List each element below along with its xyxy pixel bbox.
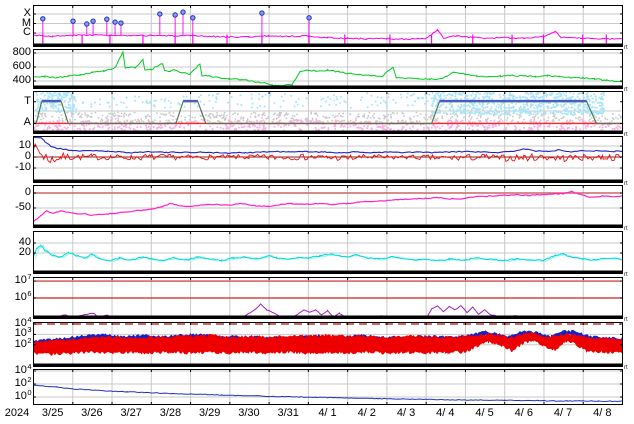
y-tick-label: A (23, 116, 31, 129)
panel-dst (33, 185, 623, 228)
realtime-label: rt (624, 132, 628, 138)
y-tick-label: M (21, 16, 31, 29)
y-tick-label: 0 (24, 186, 31, 198)
x-date-label: 4/ 7 (553, 407, 573, 419)
y-tick-label: 100 (14, 388, 32, 402)
y-tick-label: C (23, 26, 31, 39)
chart-proton-flux (33, 277, 623, 319)
x-date-label: 3/31 (277, 407, 299, 419)
realtime-label: rt (624, 272, 628, 278)
panel-xray-flux (33, 5, 623, 47)
x-date-label: 4/ 4 (436, 407, 455, 419)
y-tick-label: 102 (14, 335, 32, 350)
x-date-label: 4/ 3 (396, 407, 416, 419)
y-tick-label: 20 (18, 246, 31, 258)
realtime-label: rt (624, 317, 628, 323)
x-date-label: 4/ 1 (318, 407, 337, 419)
x-date-label: 3/27 (120, 407, 142, 419)
realtime-label: rt (624, 226, 628, 232)
panel-electron-flux (33, 322, 623, 367)
x-date-label: 3/25 (41, 407, 64, 419)
year-label: 2024 (4, 407, 30, 419)
chart-solar-wind-speed (33, 49, 623, 89)
x-date-label: 4/ 8 (593, 407, 612, 419)
y-tick-label: 107 (14, 272, 32, 287)
chart-activity (33, 91, 623, 134)
y-tick-label: -50 (15, 200, 31, 213)
realtime-label: rt (624, 45, 628, 51)
x-date-label: 3/29 (198, 407, 221, 419)
panel-solar-wind-density (33, 231, 623, 274)
panel-imf (33, 136, 623, 183)
panel-solar-wind-speed (33, 49, 623, 89)
chart-xray-flux (33, 5, 623, 47)
y-tick-label: -10 (15, 161, 31, 174)
y-tick-label: 400 (12, 74, 31, 86)
realtime-label: rt (624, 87, 628, 93)
y-tick-label: 600 (12, 60, 31, 72)
panel-proton-flux (33, 277, 623, 319)
panel-decay (33, 369, 623, 405)
y-tick-label: 104 (14, 314, 32, 329)
y-tick-label: 104 (14, 362, 32, 376)
chart-imf (33, 136, 623, 183)
chart-decay (33, 369, 623, 405)
x-date-label: 4/ 6 (514, 407, 533, 419)
chart-solar-wind-density (33, 231, 623, 274)
y-tick-label: X (23, 7, 31, 20)
chart-electron-flux (33, 322, 623, 367)
y-tick-label: 106 (14, 289, 32, 303)
y-tick-label: 103 (14, 325, 32, 340)
y-tick-label: 10 (18, 139, 31, 152)
realtime-label: rt (624, 181, 628, 187)
y-tick-label: 0 (24, 150, 31, 163)
y-tick-label: T (24, 94, 31, 107)
x-date-label: 3/30 (238, 407, 260, 419)
x-date-label: 3/26 (81, 407, 103, 419)
y-tick-label: 40 (18, 236, 31, 248)
y-tick-label: 800 (12, 45, 31, 58)
y-tick-label: 102 (14, 375, 32, 389)
x-date-label: 3/28 (159, 407, 182, 419)
chart-dst (33, 185, 623, 228)
x-date-label: 4/ 5 (475, 407, 494, 419)
panel-activity (33, 91, 623, 134)
realtime-label: rt (624, 365, 628, 371)
x-date-label: 4/ 2 (357, 407, 376, 419)
